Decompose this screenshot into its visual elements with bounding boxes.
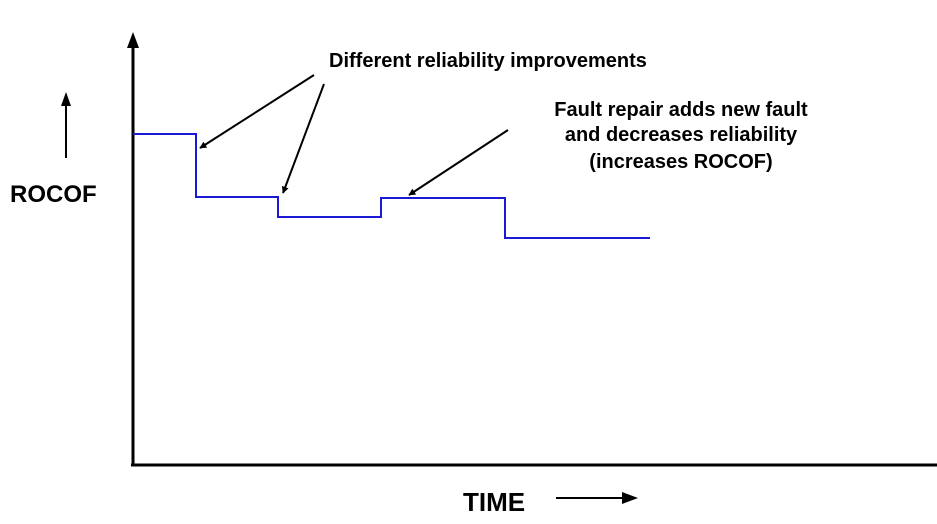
y-axis-arrowhead <box>127 32 139 48</box>
annotation-fault-line-2: and decreases reliability <box>565 124 798 146</box>
annotation-reliability-improvements: Different reliability improvements <box>329 50 647 72</box>
x-axis-label: TIME <box>463 487 525 517</box>
up-arrow-icon <box>61 92 71 158</box>
axes <box>127 32 937 467</box>
pointer-arrow-second-improvement <box>281 83 325 194</box>
annotation-fault-line-3: (increases ROCOF) <box>589 151 772 173</box>
annotation-fault-line-1: Fault repair adds new fault <box>554 99 808 121</box>
right-arrow-icon <box>556 492 638 504</box>
y-axis-label: ROCOF <box>10 181 97 208</box>
pointer-arrow-fault-repair <box>408 129 509 196</box>
pointer-arrow-first-improvement <box>199 74 315 149</box>
rocof-step-curve <box>133 133 650 239</box>
